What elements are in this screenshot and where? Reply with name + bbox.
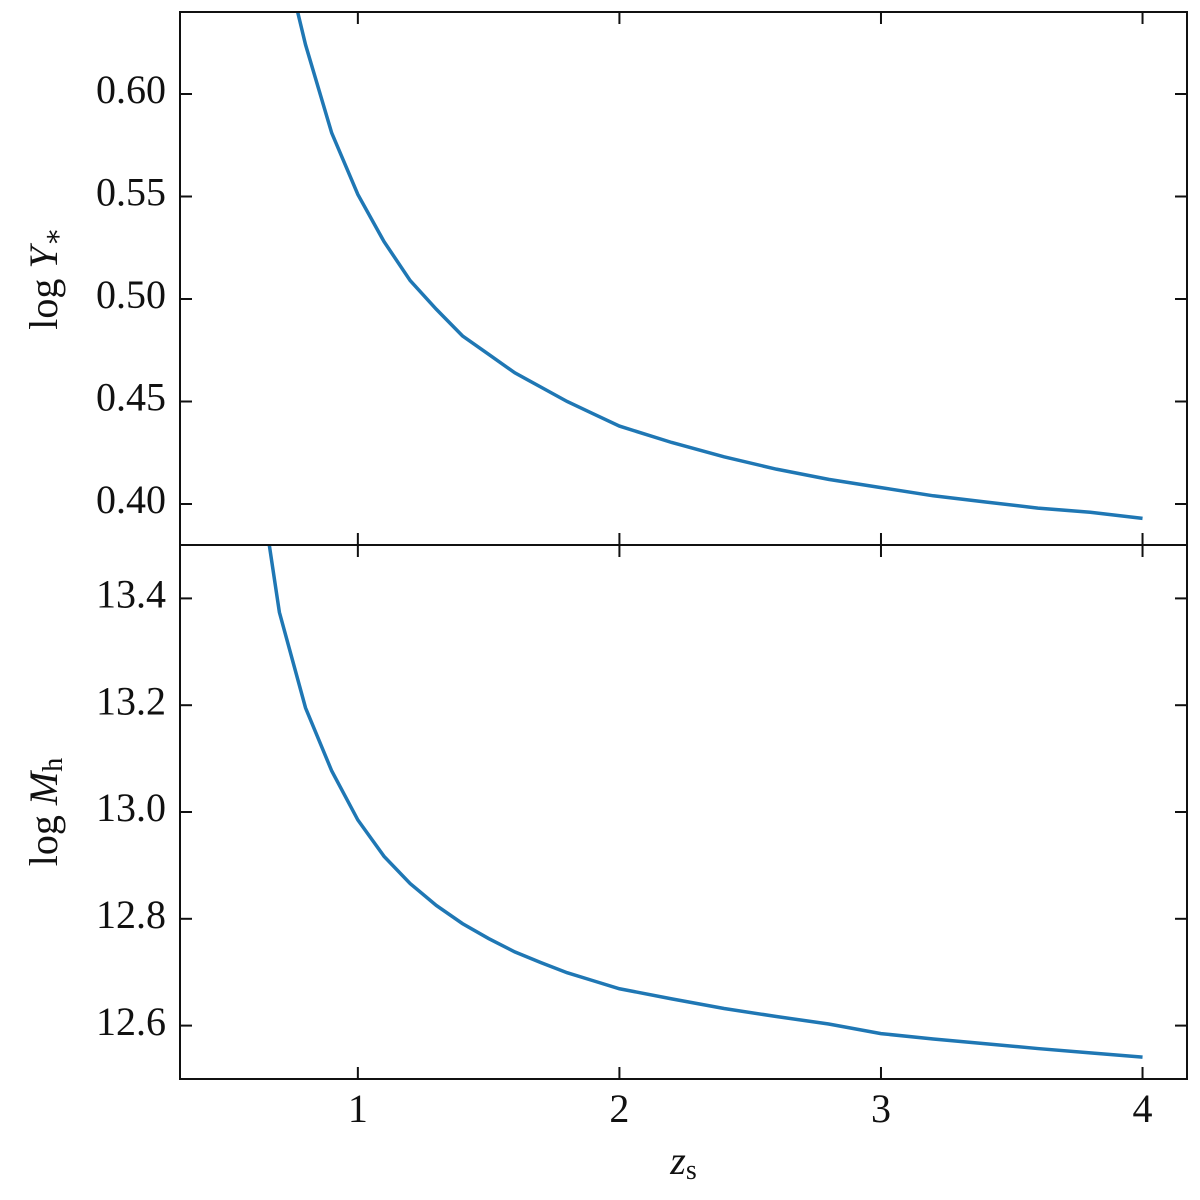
y-axis-label-part: Υ	[21, 243, 66, 269]
x-axis-label: zs	[669, 1138, 696, 1186]
x-tick-label: 3	[871, 1086, 891, 1131]
y-tick-label: 13.4	[96, 572, 166, 617]
y-tick-label: 12.6	[96, 999, 166, 1044]
y-axis-label-part: M	[21, 769, 66, 806]
x-axis-label-part: z	[669, 1138, 686, 1183]
y-axis-label-part: ∗	[38, 227, 69, 246]
y-tick-label: 0.60	[96, 67, 166, 112]
y-tick-label: 0.45	[96, 375, 166, 420]
y-tick-label: 0.55	[96, 170, 166, 215]
y-tick-label: 0.50	[96, 272, 166, 317]
y-axis-label: log Υ∗	[21, 227, 69, 329]
y-tick-label: 0.40	[96, 477, 166, 522]
data-line	[267, 545, 1143, 1059]
y-axis-label-part: log	[21, 269, 66, 330]
x-tick-label: 4	[1133, 1086, 1153, 1131]
x-axis-label-part: s	[686, 1155, 697, 1186]
x-tick-label: 1	[348, 1086, 368, 1131]
y-tick-label: 13.2	[96, 678, 166, 723]
y-tick-label: 13.0	[96, 785, 166, 830]
x-tick-label: 2	[609, 1086, 629, 1131]
y-axis-label-part: log	[21, 805, 66, 866]
y-axis-label-part: h	[38, 758, 69, 772]
plot-frame	[179, 11, 1188, 546]
data-line	[295, 12, 1143, 521]
y-tick-label: 12.8	[96, 892, 166, 937]
plot-frame	[179, 544, 1188, 1080]
y-axis-label: log Mh	[21, 758, 69, 866]
